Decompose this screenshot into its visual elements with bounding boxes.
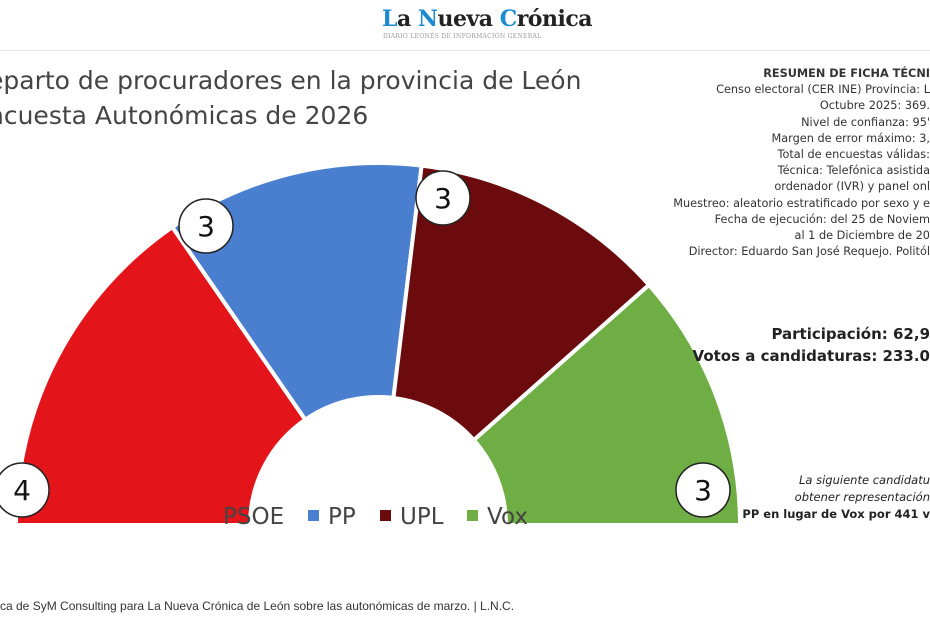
seat-badge-pp	[178, 198, 234, 254]
next-seat-note: La siguiente candidatu obtener represent…	[742, 472, 930, 523]
technical-sheet-line: ordenador (IVR) y panel onl	[774, 180, 930, 194]
chart-title: eparto de procuradores en la provincia d…	[0, 63, 581, 133]
technical-sheet-heading: RESUMEN DE FICHA TÉCNI	[763, 67, 930, 80]
seat-count-label: 3	[434, 182, 452, 215]
technical-sheet-line: al 1 de Diciembre de 20	[794, 229, 930, 243]
technical-sheet-line: Técnica: Telefónica asistida	[777, 164, 930, 178]
legend-swatch-upl	[380, 510, 391, 521]
technical-sheet-line: Margen de error máximo: 3,	[771, 131, 930, 145]
logo-letter: N	[417, 6, 438, 32]
votes-to-candidates: Votos a candidaturas: 233.0	[692, 347, 930, 365]
legend-label-upl: UPL	[400, 504, 444, 530]
seat-badge-upl	[415, 170, 471, 226]
seat-segment-upl	[391, 163, 652, 443]
logo-letter: C	[499, 6, 518, 32]
technical-sheet-line: Muestreo: aleatorio estratificado por se…	[673, 196, 930, 210]
legend-label-pp: PP	[328, 504, 356, 530]
seat-count-label: 3	[197, 210, 215, 243]
participation: Participación: 62,9	[771, 325, 930, 343]
technical-sheet-line: Director: Eduardo San José Requejo. Poli…	[688, 245, 930, 259]
seat-badge-vox	[675, 462, 731, 518]
technical-sheet-line: Fecha de ejecución: del 25 de Noviem	[714, 212, 930, 226]
chart-title-line2: ncuesta Autonómicas de 2026	[0, 101, 369, 130]
image-caption: ca de SyM Consulting para La Nueva Cróni…	[0, 599, 515, 613]
logo-text: a	[396, 6, 418, 32]
site-header: La Nueva Crónica DIARIO LEONÉS DE INFORM…	[0, 0, 930, 51]
logo-tagline: DIARIO LEONÉS DE INFORMACIÓN GENERAL	[383, 33, 542, 40]
seat-segment-pp	[169, 161, 424, 423]
note-line1: La siguiente candidatu	[799, 473, 930, 487]
seat-segment-vox	[470, 282, 743, 527]
legend-swatch-psoe	[203, 510, 214, 521]
technical-sheet-line: Nivel de confianza: 95'	[801, 115, 930, 129]
legend-label-vox: Vox	[487, 504, 528, 530]
technical-sheet-line: Octubre 2025: 369.	[819, 99, 930, 113]
legend-swatch-pp	[308, 510, 319, 521]
site-logo[interactable]: La Nueva Crónica	[382, 6, 593, 32]
summary: Participación: 62,9 Votos a candidaturas…	[693, 323, 930, 367]
technical-sheet-line: Total de encuestas válidas:	[777, 148, 930, 162]
technical-sheet-line: Censo electoral (CER INE) Provincia: L	[716, 83, 930, 97]
logo-text: ueva	[437, 6, 500, 32]
seat-count-label: 4	[13, 474, 31, 507]
legend-swatch-vox	[467, 510, 478, 521]
seat-badge-psoe	[0, 462, 50, 518]
note-line2: obtener representación	[794, 490, 930, 504]
chart-title-line1: eparto de procuradores en la provincia d…	[0, 66, 582, 95]
seat-count-label: 3	[694, 474, 712, 507]
technical-sheet: RESUMEN DE FICHA TÉCNI Censo electoral (…	[610, 66, 930, 260]
note-line3: PP en lugar de Vox por 441 v	[742, 507, 930, 521]
legend-label-psoe: PSOE	[223, 504, 284, 530]
logo-text: rónica	[516, 6, 593, 32]
seat-segment-psoe	[13, 224, 309, 527]
logo-letter: L	[382, 6, 397, 32]
